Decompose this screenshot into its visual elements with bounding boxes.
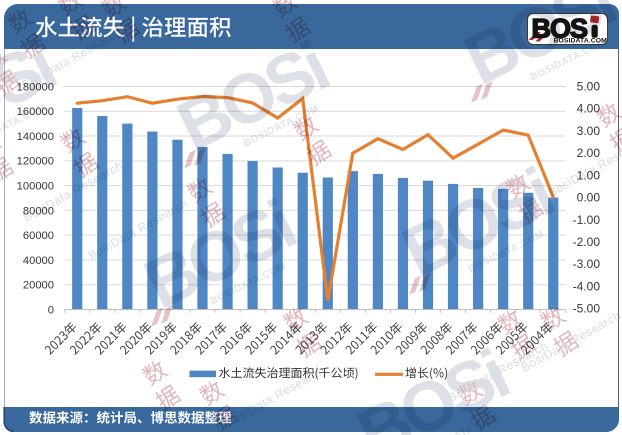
svg-text:180000: 180000 xyxy=(17,81,54,93)
svg-text:2.00: 2.00 xyxy=(577,146,601,160)
svg-text:1.00: 1.00 xyxy=(577,168,601,182)
svg-text:0: 0 xyxy=(48,304,54,316)
svg-text:-3.00: -3.00 xyxy=(573,257,601,271)
svg-text:-2.00: -2.00 xyxy=(573,235,601,249)
svg-text:-1.00: -1.00 xyxy=(573,213,601,227)
svg-text:40000: 40000 xyxy=(23,255,54,267)
svg-text:160000: 160000 xyxy=(17,106,54,118)
svg-text:BOSIDATA.COM: BOSIDATA.COM xyxy=(553,38,607,45)
svg-text:140000: 140000 xyxy=(17,131,54,143)
svg-text:100000: 100000 xyxy=(17,181,54,193)
svg-text:80000: 80000 xyxy=(23,205,54,217)
svg-text:-5.00: -5.00 xyxy=(573,302,601,316)
svg-text:60000: 60000 xyxy=(23,230,54,242)
svg-text:5.00: 5.00 xyxy=(577,79,601,93)
svg-text:4.00: 4.00 xyxy=(577,102,601,116)
svg-text:-4.00: -4.00 xyxy=(573,280,601,294)
svg-text:3.00: 3.00 xyxy=(577,124,601,138)
svg-text:20000: 20000 xyxy=(23,280,54,292)
svg-text:120000: 120000 xyxy=(17,156,54,168)
svg-text:0.00: 0.00 xyxy=(577,191,601,205)
